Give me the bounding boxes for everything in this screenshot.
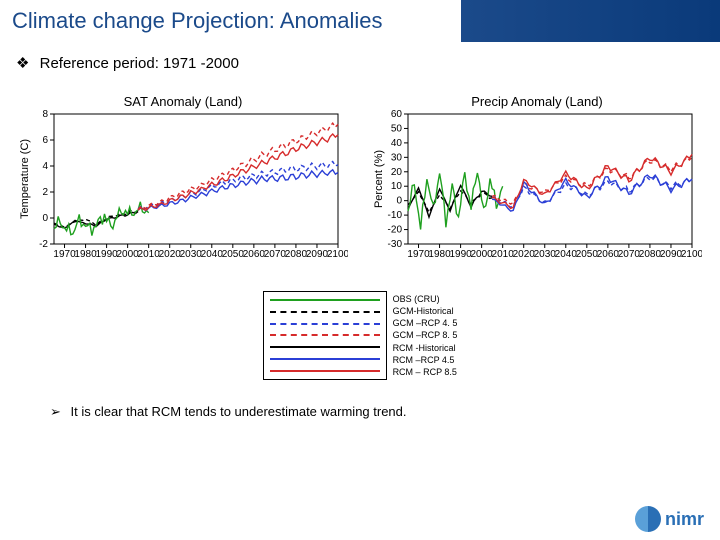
- svg-text:2020: 2020: [513, 249, 536, 260]
- svg-text:1990: 1990: [449, 249, 472, 260]
- chart-title-left: SAT Anomaly (Land): [124, 94, 243, 109]
- precip-anomaly-chart: Precip Anomaly (Land) -30-20-10010203040…: [372, 96, 702, 271]
- svg-text:2: 2: [42, 187, 48, 198]
- svg-text:2060: 2060: [243, 249, 266, 260]
- svg-text:10: 10: [391, 181, 403, 192]
- legend-label: RCM -Historical: [393, 342, 458, 354]
- svg-text:-20: -20: [388, 225, 403, 236]
- title-bar: Climate change Projection: Anomalies: [0, 0, 720, 42]
- svg-text:50: 50: [391, 123, 403, 134]
- svg-text:2000: 2000: [471, 249, 494, 260]
- svg-text:-30: -30: [388, 239, 403, 250]
- legend-label: GCM –RCP 4. 5: [393, 317, 458, 329]
- legend-lines-box: [263, 291, 387, 380]
- nimr-logo-text: nimr: [665, 509, 704, 530]
- svg-text:-2: -2: [39, 239, 48, 250]
- svg-text:1970: 1970: [407, 249, 430, 260]
- charts-row: SAT Anomaly (Land) -20246819701980199020…: [0, 96, 720, 271]
- svg-text:4: 4: [42, 161, 48, 172]
- svg-text:60: 60: [391, 109, 403, 120]
- svg-text:0: 0: [396, 196, 402, 207]
- page-title: Climate change Projection: Anomalies: [12, 8, 383, 34]
- svg-text:2040: 2040: [555, 249, 578, 260]
- legend-line: [270, 311, 380, 313]
- legend-line: [270, 370, 380, 372]
- legend-line: [270, 346, 380, 348]
- svg-text:2100: 2100: [327, 249, 348, 260]
- svg-text:Temperature (C): Temperature (C): [19, 139, 31, 219]
- conclusion-text: It is clear that RCM tends to underestim…: [71, 404, 407, 419]
- legend-label: GCM-Historical: [393, 305, 458, 317]
- svg-text:2100: 2100: [681, 249, 702, 260]
- reference-text: Reference period: 1971 -2000: [40, 55, 239, 72]
- svg-text:30: 30: [391, 152, 403, 163]
- svg-text:Percent (%): Percent (%): [373, 150, 385, 208]
- svg-text:1980: 1980: [428, 249, 451, 260]
- conclusion: ➢ It is clear that RCM tends to underest…: [0, 380, 720, 420]
- legend-labels: OBS (CRU)GCM-HistoricalGCM –RCP 4. 5GCM …: [393, 291, 458, 380]
- svg-text:2050: 2050: [222, 249, 245, 260]
- nimr-logo: nimr: [635, 506, 704, 532]
- svg-text:2020: 2020: [159, 249, 182, 260]
- reference-bullet: ❖ Reference period: 1971 -2000: [0, 42, 720, 72]
- svg-text:1980: 1980: [74, 249, 97, 260]
- legend-line: [270, 358, 380, 360]
- svg-text:8: 8: [42, 109, 48, 120]
- svg-text:2060: 2060: [597, 249, 620, 260]
- svg-text:2080: 2080: [285, 249, 308, 260]
- legend-line: [270, 299, 380, 301]
- legend-label: RCM –RCP 4.5: [393, 354, 458, 366]
- svg-text:2070: 2070: [618, 249, 641, 260]
- svg-text:6: 6: [42, 135, 48, 146]
- chart-title-right: Precip Anomaly (Land): [471, 94, 603, 109]
- svg-text:2050: 2050: [576, 249, 599, 260]
- svg-text:2040: 2040: [201, 249, 224, 260]
- legend-line: [270, 334, 380, 336]
- svg-text:-10: -10: [388, 210, 403, 221]
- sat-anomaly-chart: SAT Anomaly (Land) -20246819701980199020…: [18, 96, 348, 271]
- legend-label: GCM –RCP 8. 5: [393, 329, 458, 341]
- svg-text:2030: 2030: [180, 249, 203, 260]
- svg-text:2070: 2070: [264, 249, 287, 260]
- legend-line: [270, 323, 380, 325]
- svg-text:2010: 2010: [138, 249, 161, 260]
- precip-anomaly-svg: -30-20-100102030405060197019801990200020…: [372, 96, 702, 266]
- sat-anomaly-svg: -202468197019801990200020102020203020402…: [18, 96, 348, 266]
- arrow-bullet-icon: ➢: [50, 404, 61, 419]
- nimr-logo-icon: [635, 506, 661, 532]
- svg-text:40: 40: [391, 138, 403, 149]
- svg-text:2090: 2090: [660, 249, 683, 260]
- svg-text:2090: 2090: [306, 249, 329, 260]
- legend: OBS (CRU)GCM-HistoricalGCM –RCP 4. 5GCM …: [0, 291, 720, 380]
- svg-text:1970: 1970: [53, 249, 76, 260]
- svg-text:1990: 1990: [95, 249, 118, 260]
- svg-text:20: 20: [391, 167, 403, 178]
- diamond-bullet-icon: ❖: [16, 55, 29, 72]
- svg-text:2080: 2080: [639, 249, 662, 260]
- legend-label: OBS (CRU): [393, 293, 458, 305]
- svg-text:0: 0: [42, 213, 48, 224]
- svg-text:2000: 2000: [117, 249, 140, 260]
- legend-label: RCM – RCP 8.5: [393, 366, 458, 378]
- svg-text:2030: 2030: [534, 249, 557, 260]
- svg-text:2010: 2010: [492, 249, 515, 260]
